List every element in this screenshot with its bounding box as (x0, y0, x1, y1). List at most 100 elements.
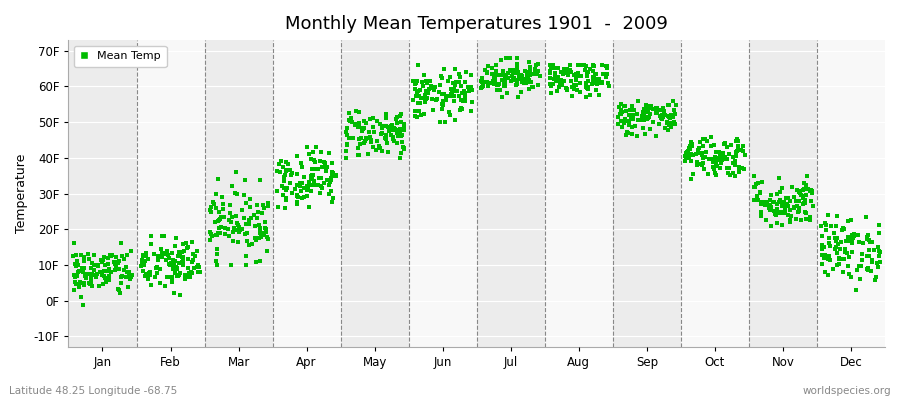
Point (720, 156, 734, 162)
Point (571, 70, 585, 76)
Point (662, 102, 677, 108)
Point (276, 164, 291, 170)
Point (225, 182, 239, 189)
Point (293, 180, 308, 186)
Point (176, 257, 190, 264)
Point (168, 235, 183, 241)
Point (526, 71, 541, 78)
Point (791, 198, 806, 204)
Point (600, 80, 615, 86)
Point (796, 193, 810, 200)
Point (753, 189, 768, 195)
Bar (68, 40, 137, 347)
Point (76, 264, 91, 271)
Point (727, 162, 742, 168)
Point (586, 77, 600, 84)
Point (794, 217, 808, 224)
Point (870, 260, 885, 266)
Point (626, 112, 641, 118)
Point (798, 182, 813, 188)
Point (290, 153, 304, 159)
Point (611, 114, 625, 120)
Point (70, 258, 85, 265)
Point (248, 234, 262, 241)
Point (148, 274, 163, 280)
Point (729, 148, 743, 155)
Point (260, 236, 274, 243)
Point (783, 207, 797, 214)
Point (649, 109, 663, 116)
Point (217, 214, 231, 220)
Point (723, 172, 737, 178)
Point (413, 95, 428, 101)
Point (716, 141, 731, 147)
Point (369, 146, 383, 153)
Point (444, 91, 458, 98)
Point (851, 232, 866, 238)
Point (871, 244, 886, 250)
Point (328, 172, 343, 178)
Point (571, 62, 585, 68)
Point (854, 263, 868, 269)
Point (325, 199, 339, 205)
Point (307, 156, 321, 163)
Point (168, 243, 183, 250)
Point (778, 207, 792, 214)
Point (718, 139, 733, 146)
Point (764, 192, 778, 198)
Point (637, 110, 652, 117)
Point (701, 171, 716, 177)
Point (818, 226, 832, 233)
Point (232, 227, 247, 234)
Point (488, 79, 502, 86)
Point (304, 182, 319, 188)
Point (761, 205, 776, 212)
Point (374, 130, 389, 136)
Point (181, 264, 195, 271)
Point (67, 272, 81, 278)
Point (312, 158, 327, 164)
Point (300, 186, 314, 193)
Point (626, 107, 641, 113)
Point (480, 68, 494, 75)
Point (340, 131, 355, 138)
Point (721, 170, 735, 176)
Point (579, 80, 593, 86)
Point (639, 102, 653, 108)
Point (815, 245, 830, 252)
Point (619, 118, 634, 124)
Point (422, 86, 436, 92)
Point (135, 260, 149, 267)
Point (788, 194, 802, 200)
Point (297, 174, 311, 180)
Point (288, 185, 302, 192)
Point (353, 140, 367, 147)
Point (710, 162, 724, 169)
Point (802, 214, 816, 220)
Point (231, 223, 246, 230)
Point (242, 242, 256, 249)
Point (698, 149, 713, 155)
Point (582, 92, 597, 98)
Point (414, 112, 428, 118)
Point (86, 262, 101, 268)
Point (733, 169, 747, 176)
Point (817, 254, 832, 260)
Point (641, 106, 655, 112)
Point (247, 212, 261, 218)
Point (385, 127, 400, 134)
Point (592, 76, 607, 82)
Point (531, 68, 545, 74)
Point (735, 148, 750, 154)
Point (261, 203, 275, 209)
Point (505, 66, 519, 73)
Point (572, 80, 587, 86)
Point (111, 260, 125, 266)
Point (68, 261, 83, 268)
Point (454, 90, 469, 96)
Point (453, 93, 467, 99)
Point (222, 232, 237, 239)
Point (571, 87, 585, 94)
Point (378, 135, 392, 141)
Point (522, 79, 536, 85)
